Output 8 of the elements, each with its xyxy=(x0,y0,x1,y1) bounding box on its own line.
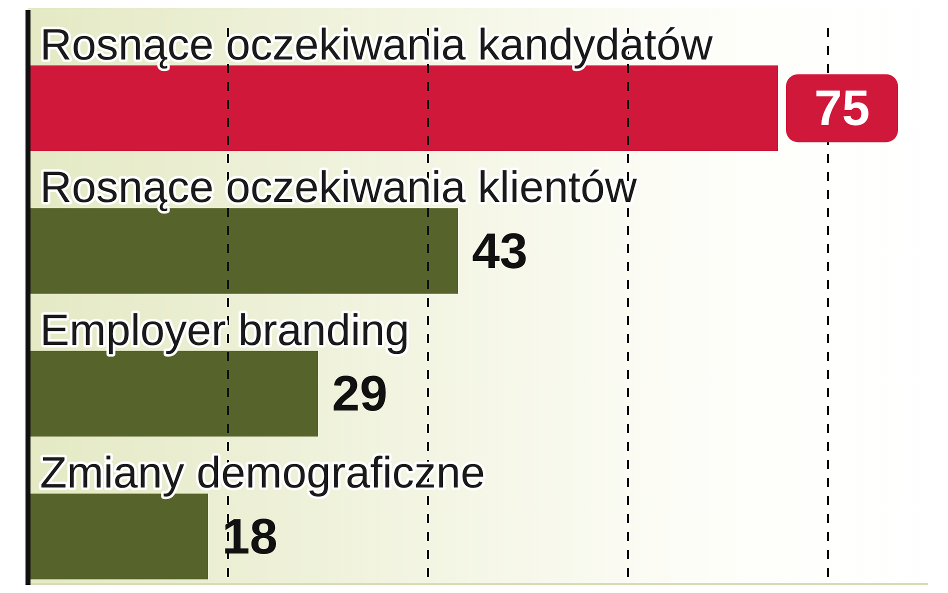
y-tick-label: Rosnące oczekiwania klientów xyxy=(40,163,637,212)
y-tick-label: Rosnące oczekiwania kandydatów xyxy=(40,20,713,70)
data-label: 18 xyxy=(222,508,278,564)
y-tick-label: Employer branding xyxy=(40,306,410,355)
y-tick-label: Zmiany demograficzne xyxy=(40,448,486,498)
data-label: 75 xyxy=(814,80,870,136)
data-label: 43 xyxy=(472,222,528,279)
data-label: 29 xyxy=(332,366,388,422)
